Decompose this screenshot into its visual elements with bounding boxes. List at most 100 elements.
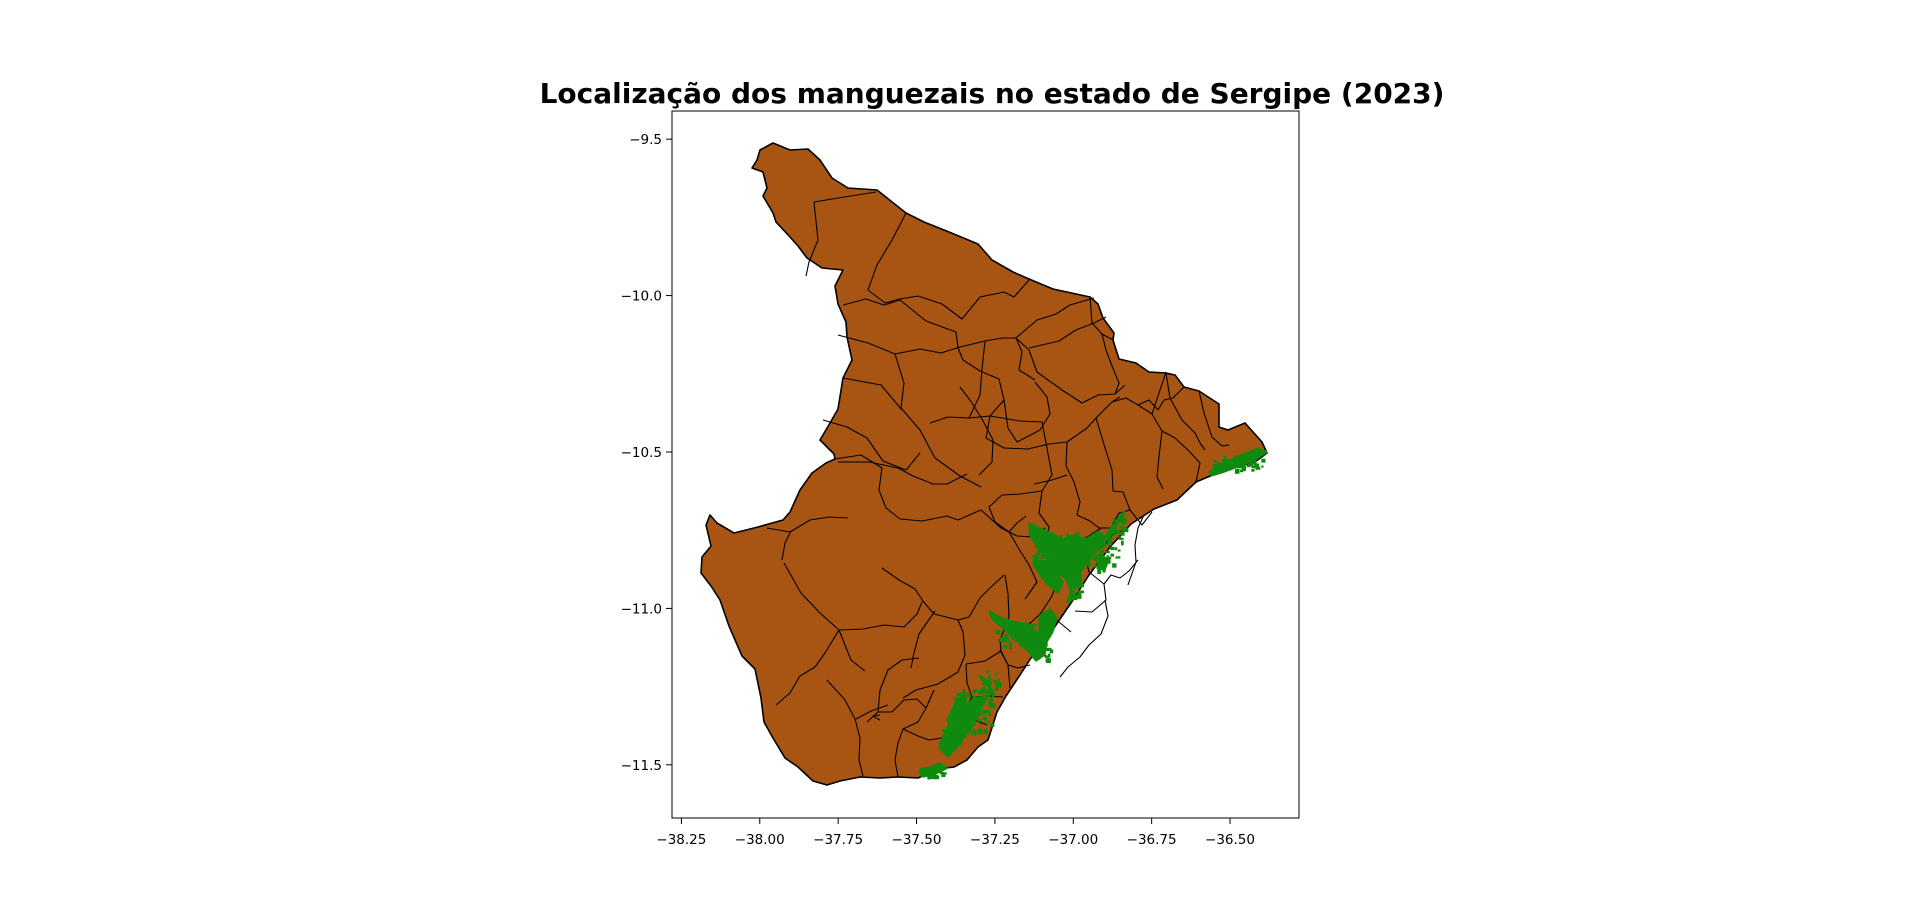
mangrove-speck [1074,562,1078,566]
mangrove-speck [1019,628,1024,631]
map-axes: −38.25 −38.00 −37.75 −37.50 −37.25 −37.00 −36.… [621,110,1300,848]
mangrove-speck [981,699,985,704]
mangrove-speck [993,679,997,683]
mangrove-speck [981,690,984,694]
mangrove-speck [928,774,931,780]
mangrove-speck [956,712,959,717]
mangrove-speck [1037,635,1043,639]
x-tick-label: −37.25 [970,832,1020,848]
mangrove-speck [928,774,934,778]
mangrove-speck [1034,633,1040,637]
mangrove-speck [1079,582,1082,588]
mangrove-speck [1090,541,1094,546]
mangrove-speck [1107,550,1110,553]
mangrove-speck [943,739,946,742]
mangrove-speck [1009,646,1012,649]
mangrove-speck [996,629,1001,635]
mangrove-speck [1121,540,1124,546]
mangrove-speck [1037,640,1042,643]
mangrove-speck [1058,561,1061,566]
mangrove-speck [964,716,968,719]
mangrove-speck [930,768,935,771]
mangrove-speck [982,686,986,689]
mangrove-speck [987,713,992,716]
mangrove-speck [1064,549,1069,555]
mangrove-speck [952,746,957,750]
mangrove-speck [1118,536,1122,540]
mangrove-speck [938,745,944,748]
mangrove-speck [933,774,937,780]
mangrove-speck [1213,460,1218,463]
mangrove-speck [1106,559,1111,564]
mangrove-speck [1120,533,1125,536]
mangrove-speck [1053,544,1058,549]
mangrove-speck [956,736,961,739]
mangrove-speck [970,730,973,733]
mangrove-speck [1217,462,1220,466]
mangrove-speck [1050,553,1053,558]
mangrove-speck [1100,565,1105,569]
mangrove-speck [1040,640,1044,645]
mangrove-speck [1052,563,1056,567]
mangrove-speck [1239,469,1244,473]
mangrove-speck [1101,551,1104,556]
mangrove-speck [1074,539,1078,544]
mangrove-speck [1116,529,1119,535]
mangrove-speck [1005,634,1009,639]
mangrove-speck [1240,463,1243,466]
mangrove-speck [1122,526,1127,532]
mangrove-speck [1086,544,1091,550]
municipal-borders [766,191,1230,778]
y-axis-ticks: −9.5 −10.0 −10.5 −11.0 −11.5 [621,132,672,774]
mangrove-speck [1062,561,1067,564]
mangrove-speck [969,715,974,718]
mangrove-speck [967,726,972,730]
mangrove-speck [1050,540,1054,545]
y-tick-label: −11.0 [621,601,662,617]
mangrove-speck [1071,584,1076,587]
mangrove-speck [1043,635,1047,641]
mangrove-speck [980,688,985,692]
mangrove-speck [976,707,981,711]
mangrove-speck [1076,544,1082,549]
mangrove-speck [943,743,947,747]
mangrove-speck [987,689,993,692]
mangrove-speck [1104,537,1107,542]
mangrove-speck [1261,458,1266,463]
mangrove-speck [977,713,982,716]
y-tick-label: −9.5 [629,132,662,148]
mangrove-speck [1050,539,1055,542]
mangrove-speck [962,689,966,694]
mangrove-speck [961,694,967,697]
mangrove-patch [1032,554,1064,594]
mangrove-speck [956,740,960,744]
mangrove-speck [1255,467,1261,470]
mangrove-speck [982,698,987,701]
mangrove-speck [1099,551,1103,556]
mangrove-speck [983,681,989,686]
mangrove-speck [1113,517,1116,522]
x-tick-label: −37.75 [813,832,863,848]
mangrove-speck [1019,641,1022,646]
mangrove-speck [1012,636,1015,640]
mangrove-speck [1235,469,1238,473]
mangrove-speck [1039,653,1043,659]
mangrove-speck [1220,462,1223,467]
mangrove-speck [1047,544,1053,549]
mangrove-speck [987,710,991,714]
mangrove-speck [1070,535,1075,538]
mangrove-speck [1077,580,1082,585]
mangrove-speck [1071,551,1074,555]
mangrove-speck [970,733,973,736]
mangrove-speck [1251,465,1257,469]
mangrove-speck [944,748,949,752]
mangrove-speck [1233,455,1237,459]
mangrove-speck [1026,630,1030,634]
mangrove-speck [1115,556,1121,559]
mangrove-speck [1054,549,1060,554]
mangrove-speck [1018,630,1021,635]
mangrove-speck [1038,632,1042,636]
mangrove-speck [1055,539,1060,543]
mangrove-speck [1106,556,1112,560]
mangrove-speck [1083,544,1087,548]
